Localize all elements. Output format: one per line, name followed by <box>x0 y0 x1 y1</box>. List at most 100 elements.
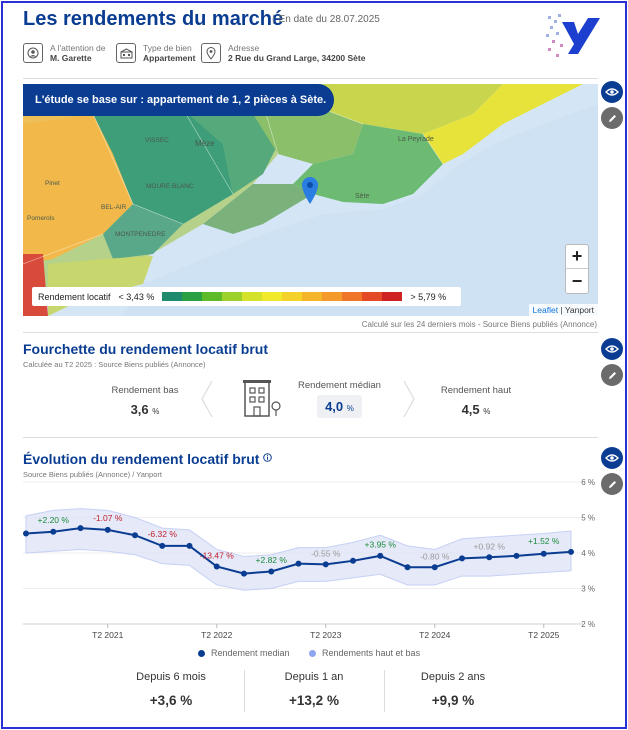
leaflet-link[interactable]: Leaflet <box>532 305 559 315</box>
map-visibility-button[interactable] <box>601 81 623 103</box>
median-point <box>132 532 138 539</box>
map-attribution: Leaflet | Yanport <box>528 304 598 316</box>
property-type-info: Type de bien Appartement <box>116 43 195 63</box>
range-median: Rendement médian 4,0 % <box>287 380 392 418</box>
yanport-attribution: Yanport <box>564 305 594 315</box>
zoom-in-button[interactable]: + <box>566 245 588 269</box>
evolution-subtitle: Source Biens publiés (Annonce) / Yanport <box>23 470 162 479</box>
change-label: +2.82 % <box>256 555 288 565</box>
x-tick-label: T2 2023 <box>310 630 341 640</box>
median-point <box>540 550 547 557</box>
median-point <box>241 570 247 577</box>
median-point <box>268 568 275 575</box>
stat-value: +3,6 % <box>149 693 193 708</box>
change-label: +2.20 % <box>38 515 70 525</box>
section-divider <box>23 437 598 438</box>
median-point <box>486 554 493 561</box>
change-label: +0.92 % <box>474 541 506 551</box>
place-label: La Peyrade <box>398 136 434 143</box>
chevron-right-icon <box>403 380 415 418</box>
place-label: Pinet <box>45 180 60 187</box>
user-icon <box>23 43 43 63</box>
change-label: -0.55 % <box>311 549 341 559</box>
pencil-icon <box>608 114 616 122</box>
range-edit-button[interactable] <box>601 364 623 386</box>
evolution-edit-button[interactable] <box>601 473 623 495</box>
legend-median-label: Rendement median <box>211 648 290 658</box>
map-legend: Rendement locatif < 3,43 % > 5,79 % <box>32 287 461 306</box>
zoom-control: + − <box>565 244 589 294</box>
map-choropleth: VISSEC Mèze La Peyrade Sète MOURE BLANC … <box>23 84 598 316</box>
range-low-value: 3,6 <box>130 402 149 417</box>
property-type-label: Type de bien <box>143 43 192 53</box>
range-visibility-button[interactable] <box>601 338 623 360</box>
median-point <box>159 542 166 549</box>
range-median-unit: % <box>346 404 354 413</box>
y-tick-label: 3 % <box>581 585 595 594</box>
place-label: MOURE BLANC <box>146 183 194 190</box>
section-divider <box>23 332 598 333</box>
change-label: -1.07 % <box>93 513 123 523</box>
legend-band: Rendements haut et bas <box>309 648 420 658</box>
property-type-value: Appartement <box>143 53 196 63</box>
place-label: VISSEC <box>145 137 169 144</box>
legend-swatch <box>362 292 383 301</box>
pencil-icon <box>608 371 616 379</box>
legend-swatch <box>182 292 203 301</box>
legend-label: Rendement locatif <box>38 291 111 302</box>
legend-min: < 3,43 % <box>118 291 155 302</box>
change-label: -0.80 % <box>420 551 450 561</box>
change-label: -13.47 % <box>200 550 234 560</box>
legend-max: > 5,79 % <box>410 291 447 302</box>
legend-band-marker <box>309 649 316 657</box>
range-median-label: Rendement médian <box>298 380 381 391</box>
stat-6-months: Depuis 6 mois +3,6 % <box>106 671 236 708</box>
median-point <box>186 542 193 549</box>
location-pin-icon <box>201 43 221 63</box>
median-point <box>77 525 84 532</box>
median-point <box>322 561 329 568</box>
median-point <box>459 555 465 562</box>
median-point <box>213 563 220 570</box>
evolution-visibility-button[interactable] <box>601 447 623 469</box>
legend-swatch <box>322 292 343 301</box>
place-label: Sète <box>355 193 370 200</box>
change-label: +3.95 % <box>365 540 397 550</box>
place-label: BEL-AIR <box>101 204 127 211</box>
building-icon <box>116 43 136 63</box>
range-low: Rendement bas 3,6 % <box>95 385 195 417</box>
info-icon[interactable] <box>263 453 273 462</box>
range-high-unit: % <box>483 407 491 416</box>
y-tick-label: 6 % <box>581 478 595 487</box>
recipient-value: M. Garette <box>50 53 92 63</box>
map-source-note: Calculé sur les 24 derniers mois - Sourc… <box>361 320 597 329</box>
stat-divider <box>384 670 385 712</box>
zoom-out-button[interactable]: − <box>571 270 583 291</box>
stat-1-year: Depuis 1 an +13,2 % <box>249 671 379 708</box>
recipient-info: A l'attention de M. Garette <box>23 43 106 63</box>
x-tick-label: T2 2025 <box>528 630 559 640</box>
attribution-separator: | <box>558 305 565 315</box>
legend-band-label: Rendements haut et bas <box>322 648 421 658</box>
median-point <box>404 564 411 571</box>
apartment-building-icon <box>243 380 281 417</box>
pencil-icon <box>608 480 616 488</box>
median-point <box>23 530 29 537</box>
property-location-pin[interactable] <box>302 177 318 204</box>
stat-label: Depuis 2 ans <box>420 671 486 683</box>
stat-value: +13,2 % <box>289 693 339 708</box>
range-title: Fourchette du rendement locatif brut <box>23 341 269 357</box>
median-point <box>50 528 57 535</box>
map-edit-button[interactable] <box>601 107 623 129</box>
address-info: Adresse 2 Rue du Grand Large, 34200 Sète <box>201 43 365 63</box>
yield-map[interactable]: VISSEC Mèze La Peyrade Sète MOURE BLANC … <box>23 84 598 316</box>
place-label: Mèze <box>195 139 215 148</box>
legend-median-marker <box>198 649 205 657</box>
range-high: Rendement haut 4,5 % <box>426 385 526 417</box>
median-point <box>431 564 438 571</box>
legend-swatch <box>242 292 263 301</box>
page-title: Les rendements du marché <box>23 8 284 30</box>
eye-icon <box>605 454 619 462</box>
y-tick-label: 2 % <box>581 620 595 629</box>
stat-label: Depuis 1 an <box>284 671 344 683</box>
